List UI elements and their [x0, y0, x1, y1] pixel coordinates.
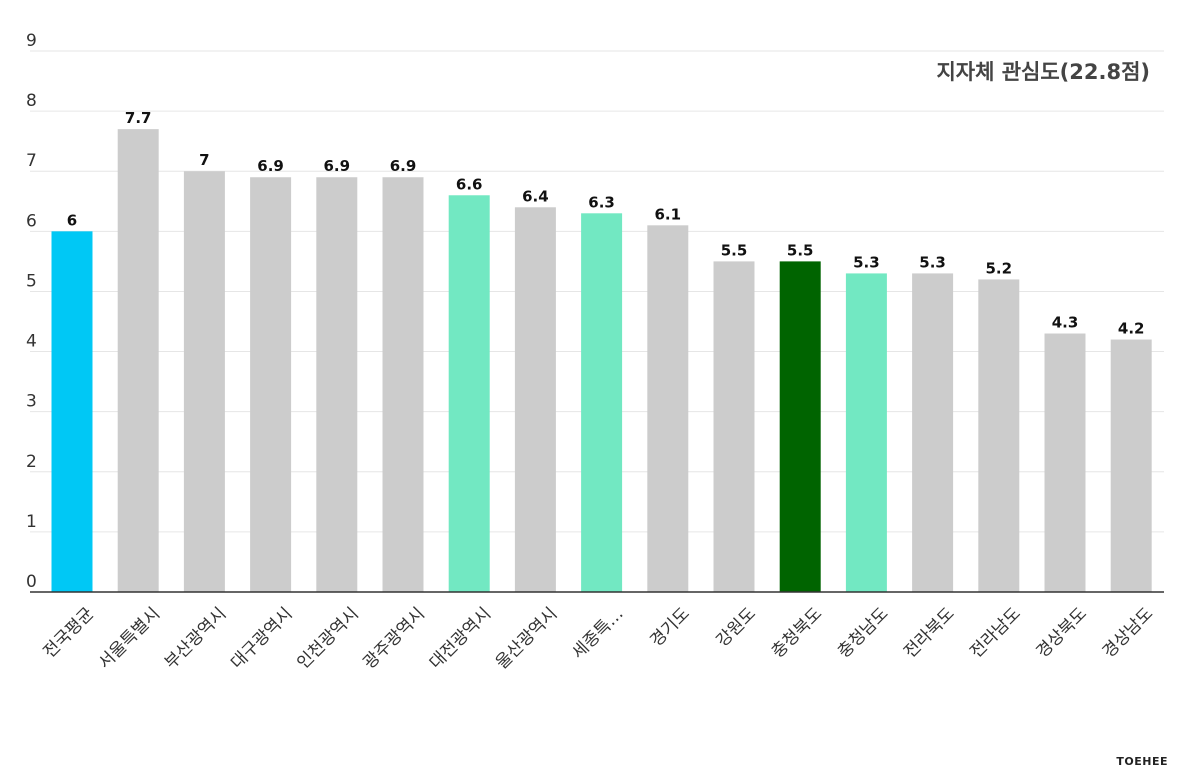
y-tick-label: 5 — [26, 271, 37, 291]
value-label: 5.3 — [853, 253, 880, 271]
x-tick-label: 전라북도 — [900, 604, 958, 662]
x-tick-label: 전국평균 — [40, 604, 98, 662]
value-label: 4.3 — [1052, 314, 1079, 332]
bar — [117, 129, 159, 592]
bar — [316, 177, 358, 592]
x-tick-label: 대전광역시 — [426, 604, 495, 673]
brand-logo: TOEHEE — [1116, 755, 1168, 768]
x-tick-label: 광주광역시 — [360, 604, 429, 673]
value-label: 6.9 — [390, 157, 417, 175]
value-labels: 6 7.7 7 6.9 6.9 6.9 6.6 6.4 6.3 6.1 5.5 5.5 5.3 5.3 5.… — [67, 109, 1145, 337]
y-tick-label: 1 — [26, 512, 37, 532]
x-tick-label: 인천광역시 — [293, 604, 362, 673]
value-label: 7.7 — [125, 109, 152, 127]
x-tick-label: 충청북도 — [768, 604, 826, 662]
value-label: 6.3 — [588, 193, 615, 211]
bar — [845, 273, 887, 592]
value-label: 7 — [199, 151, 209, 169]
x-tick-label: 세종특… — [568, 604, 627, 663]
value-label: 5.5 — [721, 241, 748, 259]
y-tick-label: 0 — [26, 572, 37, 592]
bar — [1110, 339, 1152, 592]
x-tick-label: 부산광역시 — [161, 604, 230, 673]
x-tick-label: 서울특별시 — [95, 604, 164, 673]
x-tick-label: 대구광역시 — [227, 604, 296, 673]
value-label: 6.9 — [324, 157, 351, 175]
x-tick-label: 경상북도 — [1033, 604, 1091, 662]
bar — [183, 171, 225, 592]
bar — [51, 231, 93, 593]
bar — [448, 195, 490, 592]
y-tick-label: 9 — [26, 31, 37, 51]
bars — [51, 129, 1152, 593]
bar — [978, 279, 1020, 592]
bar — [1044, 333, 1086, 592]
value-label: 6.6 — [456, 175, 483, 193]
value-label: 5.3 — [919, 253, 946, 271]
value-label: 5.2 — [986, 259, 1013, 277]
value-label: 5.5 — [787, 241, 814, 259]
y-tick-label: 7 — [26, 151, 37, 171]
y-tick-label: 6 — [26, 211, 37, 231]
y-tick-label: 8 — [26, 91, 37, 111]
value-label: 6.1 — [655, 205, 682, 223]
value-label: 4.2 — [1118, 320, 1145, 338]
y-tick-label: 4 — [26, 332, 37, 352]
bar — [779, 261, 821, 592]
y-axis-ticks: 0 1 2 3 4 5 6 7 8 9 — [26, 31, 37, 592]
bar — [647, 225, 689, 593]
x-tick-label: 전라남도 — [966, 604, 1024, 662]
y-tick-label: 3 — [26, 392, 37, 412]
value-label: 6.9 — [257, 157, 284, 175]
bar — [581, 213, 623, 593]
bar — [713, 261, 755, 592]
y-tick-label: 2 — [26, 452, 37, 472]
bar — [514, 207, 556, 593]
x-tick-label: 경기도 — [646, 604, 693, 651]
x-tick-label: 울산광역시 — [492, 604, 561, 673]
bar — [382, 177, 424, 592]
value-label: 6 — [67, 211, 77, 229]
bar — [250, 177, 292, 592]
x-tick-label: 경상남도 — [1099, 604, 1157, 662]
x-tick-label: 강원도 — [713, 604, 760, 651]
value-label: 6.4 — [522, 187, 549, 205]
x-tick-label: 충청남도 — [834, 604, 892, 662]
bar — [912, 273, 954, 592]
chart-title: 지자체 관심도(22.8점) — [936, 60, 1150, 84]
